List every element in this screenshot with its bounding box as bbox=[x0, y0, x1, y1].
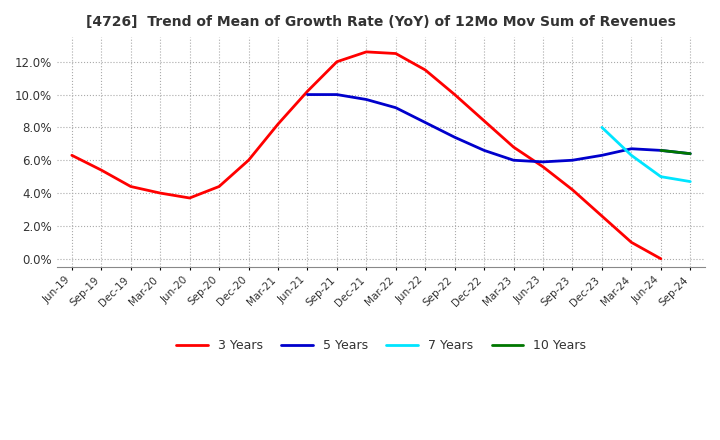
3 Years bbox=[68, 153, 76, 158]
5 Years bbox=[627, 146, 636, 151]
3 Years bbox=[156, 191, 164, 196]
5 Years bbox=[333, 92, 341, 97]
7 Years bbox=[627, 153, 636, 158]
3 Years bbox=[97, 168, 106, 173]
7 Years bbox=[598, 125, 606, 130]
5 Years bbox=[303, 92, 312, 97]
3 Years bbox=[627, 240, 636, 245]
5 Years bbox=[539, 159, 547, 165]
10 Years bbox=[686, 151, 695, 156]
3 Years bbox=[215, 184, 223, 189]
5 Years bbox=[480, 148, 488, 153]
5 Years bbox=[657, 148, 665, 153]
3 Years bbox=[127, 184, 135, 189]
3 Years bbox=[392, 51, 400, 56]
3 Years bbox=[185, 195, 194, 201]
3 Years bbox=[274, 121, 282, 127]
5 Years bbox=[509, 158, 518, 163]
3 Years bbox=[450, 92, 459, 97]
7 Years bbox=[686, 179, 695, 184]
Line: 5 Years: 5 Years bbox=[307, 95, 690, 162]
5 Years bbox=[450, 135, 459, 140]
Title: [4726]  Trend of Mean of Growth Rate (YoY) of 12Mo Mov Sum of Revenues: [4726] Trend of Mean of Growth Rate (YoY… bbox=[86, 15, 676, 29]
Line: 10 Years: 10 Years bbox=[661, 150, 690, 154]
3 Years bbox=[509, 144, 518, 150]
3 Years bbox=[303, 88, 312, 94]
5 Years bbox=[598, 153, 606, 158]
3 Years bbox=[480, 118, 488, 124]
7 Years bbox=[657, 174, 665, 179]
3 Years bbox=[598, 213, 606, 219]
3 Years bbox=[657, 256, 665, 261]
Legend: 3 Years, 5 Years, 7 Years, 10 Years: 3 Years, 5 Years, 7 Years, 10 Years bbox=[171, 334, 591, 357]
3 Years bbox=[362, 49, 371, 55]
3 Years bbox=[421, 67, 430, 73]
5 Years bbox=[568, 158, 577, 163]
Line: 3 Years: 3 Years bbox=[72, 52, 661, 259]
10 Years bbox=[657, 148, 665, 153]
5 Years bbox=[686, 151, 695, 156]
3 Years bbox=[333, 59, 341, 64]
5 Years bbox=[392, 105, 400, 110]
Line: 7 Years: 7 Years bbox=[602, 128, 690, 182]
5 Years bbox=[362, 97, 371, 102]
3 Years bbox=[568, 187, 577, 192]
3 Years bbox=[244, 158, 253, 163]
5 Years bbox=[421, 120, 430, 125]
3 Years bbox=[539, 164, 547, 169]
